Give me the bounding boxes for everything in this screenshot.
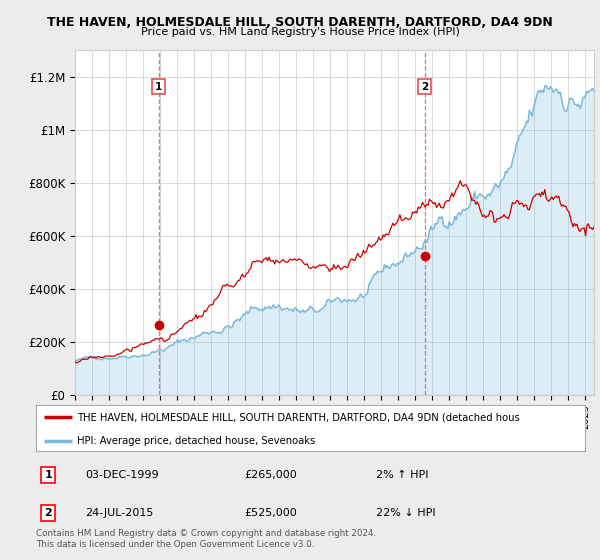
Text: 1: 1 [155, 82, 163, 92]
Text: £525,000: £525,000 [245, 508, 298, 517]
Text: Price paid vs. HM Land Registry's House Price Index (HPI): Price paid vs. HM Land Registry's House … [140, 27, 460, 37]
Text: Contains HM Land Registry data © Crown copyright and database right 2024.
This d: Contains HM Land Registry data © Crown c… [36, 529, 376, 549]
Text: 1: 1 [44, 470, 52, 480]
Text: £265,000: £265,000 [245, 470, 298, 480]
Text: HPI: Average price, detached house, Sevenoaks: HPI: Average price, detached house, Seve… [77, 436, 316, 446]
Text: 03-DEC-1999: 03-DEC-1999 [85, 470, 159, 480]
Text: THE HAVEN, HOLMESDALE HILL, SOUTH DARENTH, DARTFORD, DA4 9DN: THE HAVEN, HOLMESDALE HILL, SOUTH DARENT… [47, 16, 553, 29]
Text: 22% ↓ HPI: 22% ↓ HPI [376, 508, 436, 517]
Text: 2: 2 [421, 82, 428, 92]
Text: THE HAVEN, HOLMESDALE HILL, SOUTH DARENTH, DARTFORD, DA4 9DN (detached hous: THE HAVEN, HOLMESDALE HILL, SOUTH DARENT… [77, 412, 520, 422]
Text: 24-JUL-2015: 24-JUL-2015 [85, 508, 154, 517]
Text: 2% ↑ HPI: 2% ↑ HPI [376, 470, 429, 480]
Text: 2: 2 [44, 508, 52, 517]
